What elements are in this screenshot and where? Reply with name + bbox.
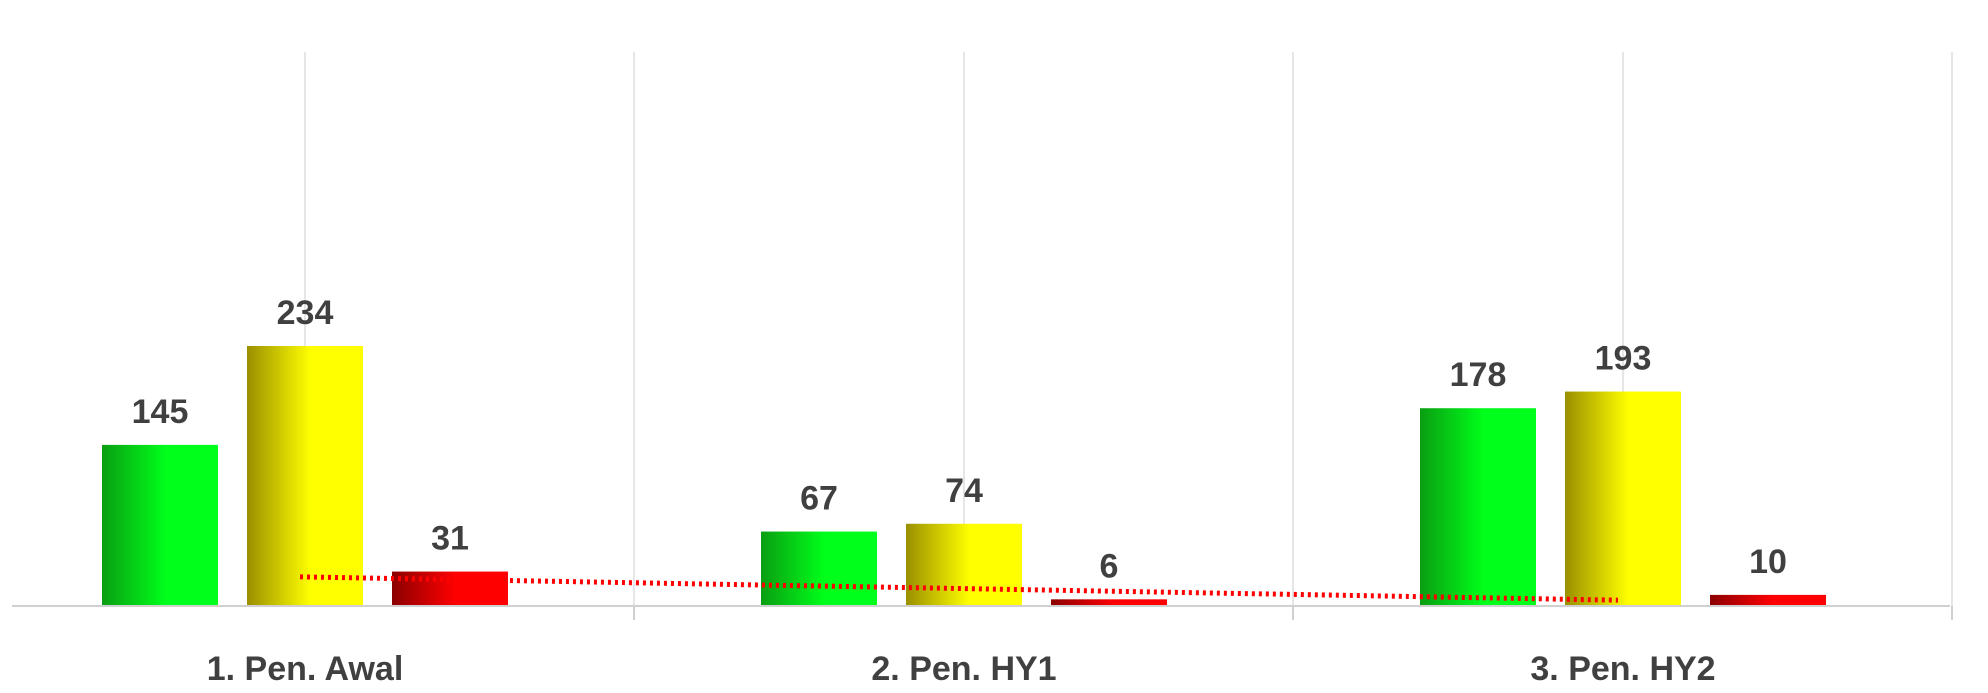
bar-series-1-1 [102, 444, 218, 606]
x-axis: 1. Pen. Awal 2. Pen. HY1 3. Pen. HY2 [12, 605, 1953, 688]
trendline-dotted [299, 574, 1619, 603]
bar-series-1-2 [761, 531, 877, 606]
data-label: 178 [1450, 356, 1507, 394]
data-label: 6 [1100, 547, 1119, 585]
trendline [299, 574, 1619, 603]
bar-series-3-3 [1710, 594, 1826, 606]
bar-series-2-2 [906, 523, 1022, 606]
data-label: 145 [132, 393, 189, 431]
gridlines [304, 52, 1953, 606]
data-label: 31 [431, 520, 469, 558]
bar-series-2-1 [247, 346, 363, 606]
category-label: 1. Pen. Awal [207, 650, 404, 688]
data-label: 193 [1595, 340, 1652, 378]
data-label: 74 [945, 472, 983, 510]
data-labels: 145 67 178 234 74 193 31 6 10 [132, 294, 1787, 585]
data-label: 67 [800, 480, 838, 518]
bars [102, 346, 1826, 606]
bar-series-2-3 [1565, 391, 1681, 606]
bar-series-3-2 [1051, 599, 1167, 606]
bar-series-1-3 [1420, 408, 1536, 606]
data-label: 234 [277, 294, 334, 332]
bar-series-3-1 [392, 571, 508, 606]
category-label: 3. Pen. HY2 [1530, 650, 1715, 688]
category-label: 2. Pen. HY1 [871, 650, 1056, 688]
data-label: 10 [1749, 543, 1787, 581]
